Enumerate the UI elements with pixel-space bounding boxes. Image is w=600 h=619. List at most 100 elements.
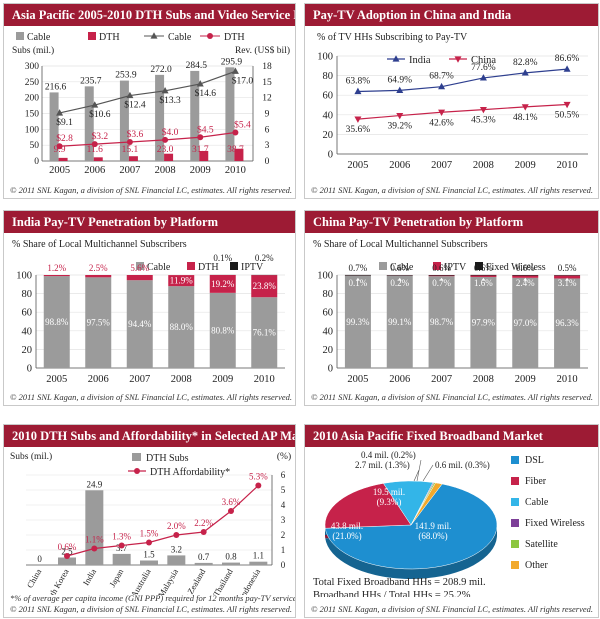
data-label-fixed-wireless: 0.5% <box>558 263 577 273</box>
broadband-market-chart: 141.9 mil.(68.0%) 43.8 mil.(21.0%) 19.5 mi… <box>313 450 585 597</box>
x-tick-label: Malaysia <box>156 567 180 595</box>
data-label-cable: 80.8% <box>211 325 235 335</box>
point-cable-revenue <box>56 109 64 116</box>
y-tick-label: 60 <box>323 91 334 102</box>
y-tick-label: 40 <box>22 326 33 337</box>
data-label-dth-revenue: $5.4 <box>234 120 251 131</box>
bar-segment-iptv <box>470 275 497 277</box>
x-tick-label: 2005 <box>49 165 70 176</box>
iptv-callout-arrow <box>397 277 402 281</box>
data-label-other: 2.7 mil. (1.3%) <box>355 460 410 470</box>
point-india <box>438 82 446 90</box>
data-label-cable-subs: 216.6 <box>45 82 67 92</box>
bar-segment-fixed-wireless <box>428 275 455 276</box>
data-label-cable: 98.7% <box>430 317 454 327</box>
data-label-dth-revenue: $3.6 <box>127 129 144 140</box>
bar-segment-fixed-wireless <box>470 274 497 276</box>
right-tick-label: 3 <box>281 515 286 525</box>
data-label-cable-subs: 284.5 <box>186 61 208 71</box>
data-label-cable: 88.0% <box>170 322 194 332</box>
bar-dth-subs <box>222 562 240 565</box>
data-label-cable: 99.1% <box>388 317 412 327</box>
data-label-iptv: 0.2% <box>390 278 409 288</box>
legend-swatch <box>475 262 483 270</box>
bar-cable <box>84 86 94 161</box>
y-tick-label: 20 <box>22 345 33 356</box>
bar-dth-subs <box>194 562 213 565</box>
bar-dth-subs <box>85 490 104 565</box>
line-india <box>357 68 568 93</box>
bar-segment-cable <box>428 276 455 368</box>
legend-label: DTH Affordability* <box>150 467 230 478</box>
bar-dth-subs <box>58 557 76 565</box>
legend-label: DSL <box>525 455 544 466</box>
point-china <box>438 109 446 117</box>
data-label-cable: 76.1% <box>253 328 277 338</box>
left-tick-label: 200 <box>25 94 40 104</box>
data-label-cable: (9.3%) <box>377 497 402 507</box>
legend-swatch-dth <box>88 32 96 40</box>
data-label-cable-revenue: $13.3 <box>159 95 181 106</box>
dth-affordability-chart: Subs (mil.) (%) 0 1 2 3 4 5 6 DTH Subs DTH Afforda… <box>10 451 291 595</box>
copyright-footer: © 2011 SNL Kagan, a division of SNL Fina… <box>10 604 293 614</box>
data-label-fixed-wireless: 0.6% <box>432 263 451 273</box>
data-label-cable-revenue: $12.4 <box>124 100 146 111</box>
bar-cable <box>190 70 200 161</box>
data-label-dth: 5.6% <box>130 263 149 273</box>
leader-line <box>422 464 434 482</box>
point-dth-revenue <box>91 141 98 148</box>
data-label-dth-subs: 2.5 <box>61 547 73 557</box>
bar-segment-fixed-wireless <box>344 274 371 276</box>
data-label-dth-subs: 11.6 <box>87 145 104 155</box>
line-china <box>357 103 568 120</box>
data-label-cable: 97.0% <box>514 318 538 328</box>
bar-segment-cable <box>554 278 581 368</box>
point-dth-revenue <box>232 129 239 136</box>
data-label-dth-subs: 23.0 <box>157 145 174 155</box>
pie-slice-fiber <box>324 483 412 529</box>
bar-segment-dth <box>251 275 278 298</box>
bar-dth-subs <box>140 560 158 565</box>
chart-title: China Pay-TV Penetration by Platform <box>305 211 598 233</box>
data-label-china: 45.3% <box>471 116 496 126</box>
left-tick-label: 50 <box>30 141 40 151</box>
data-label-dth-subs: 3.2 <box>171 544 182 554</box>
legend-marker <box>392 55 400 62</box>
point-affordability <box>228 508 234 514</box>
data-label-affordability: 3.6% <box>222 497 241 507</box>
x-tick-label: 2007 <box>431 374 452 385</box>
bar-segment-iptv <box>512 275 539 278</box>
panel-asia-pacific-dth: Asia Pacific 2005-2010 DTH Subs and Vide… <box>3 3 296 199</box>
right-axis-title: (%) <box>277 451 291 462</box>
x-tick-label: 2008 <box>473 160 494 171</box>
bar-segment-cable <box>512 277 539 368</box>
x-tick-label: 2007 <box>431 160 452 171</box>
y-tick-label: 0 <box>27 364 32 375</box>
y-tick-label: 60 <box>323 308 334 319</box>
y-axis-title: % Share of Local Multichannel Subscriber… <box>313 239 488 250</box>
legend-swatch <box>136 262 144 270</box>
data-label-cable-subs: 295.9 <box>221 57 243 67</box>
copyright-footer: © 2011 SNL Kagan, a division of SNL Fina… <box>311 392 594 402</box>
data-label-china: 42.6% <box>429 118 454 128</box>
point-india <box>521 69 529 76</box>
legend-label: Fixed Wireless <box>525 518 585 529</box>
legend-swatch <box>511 477 519 485</box>
y-tick-label: 100 <box>317 271 333 282</box>
bar-segment-cable <box>126 280 153 368</box>
x-tick-label: 2009 <box>515 160 536 171</box>
x-tick-label: 2010 <box>225 165 246 176</box>
chart-title: 2010 DTH Subs and Affordability* in Sele… <box>4 425 295 447</box>
data-label-dth-subs: 24.9 <box>86 479 102 489</box>
data-label-fixed-wireless: 0.6% <box>390 263 409 273</box>
affordability-note: *% of average per capita income (GNI PPP… <box>10 593 296 603</box>
x-tick-label: 2005 <box>347 374 368 385</box>
data-label-cable-revenue: $9.1 <box>56 117 73 128</box>
data-label-dth-subs: 1.1 <box>253 551 264 561</box>
bar-cable <box>119 80 129 161</box>
bar-segment-iptv <box>428 275 455 277</box>
data-label-affordability: 1.3% <box>112 532 131 542</box>
legend-label: Satellite <box>525 539 558 550</box>
china-platform-chart: % Share of Local Multichannel Subscriber… <box>313 239 588 385</box>
data-label-dsl: (68.0%) <box>418 531 447 541</box>
